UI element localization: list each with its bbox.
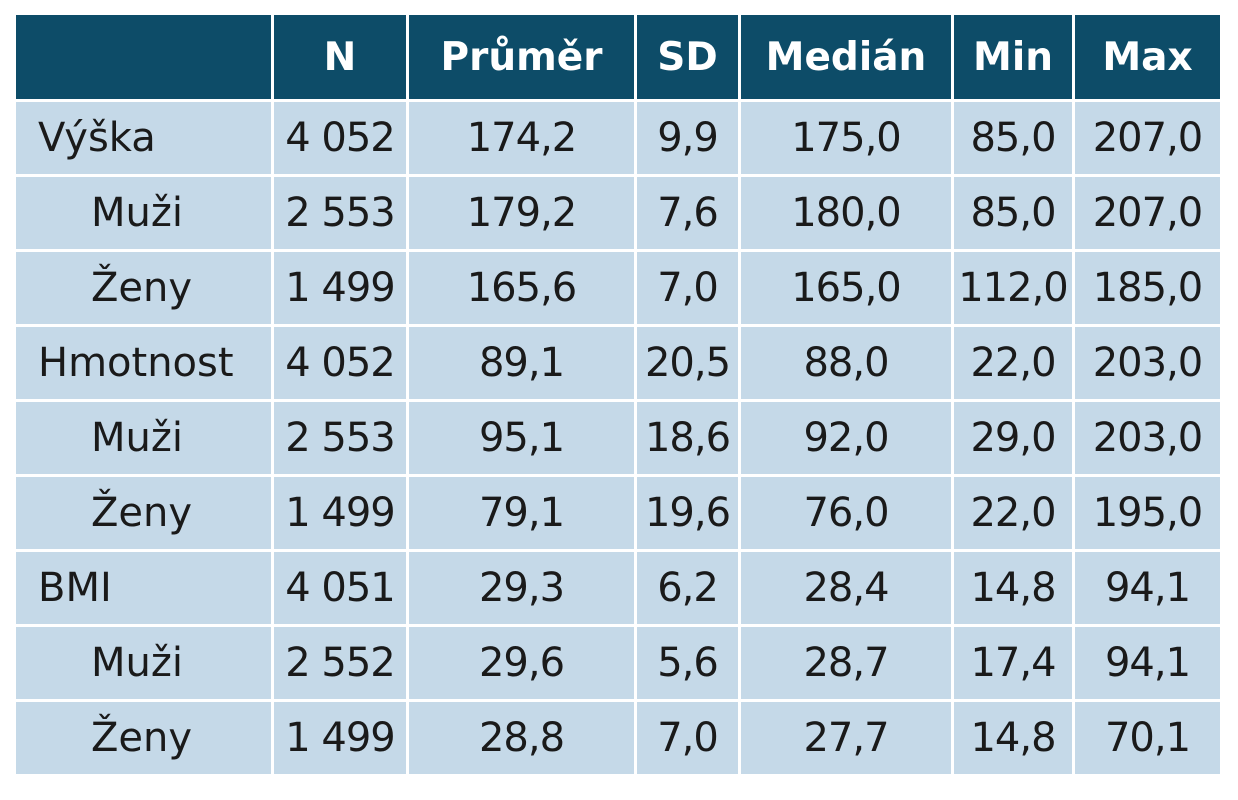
cell-min: 14,8: [954, 702, 1072, 774]
cell-n: 2 553: [274, 177, 406, 249]
header-cell-median: Medián: [741, 15, 951, 99]
row-label: Muži: [16, 402, 271, 474]
cell-n: 2 552: [274, 627, 406, 699]
cell-mean: 29,3: [409, 552, 634, 624]
row-label: BMI: [16, 552, 271, 624]
cell-sd: 19,6: [637, 477, 738, 549]
row-label: Ženy: [16, 702, 271, 774]
cell-median: 175,0: [741, 102, 951, 174]
row-label: Muži: [16, 177, 271, 249]
cell-n: 1 499: [274, 477, 406, 549]
row-label: Hmotnost: [16, 327, 271, 399]
cell-n: 1 499: [274, 702, 406, 774]
cell-mean: 95,1: [409, 402, 634, 474]
cell-sd: 9,9: [637, 102, 738, 174]
cell-n: 4 052: [274, 327, 406, 399]
table-body: Výška 4 052 174,2 9,9 175,0 85,0 207,0 Muži 2 55…: [16, 102, 1220, 774]
cell-min: 22,0: [954, 477, 1072, 549]
cell-mean: 179,2: [409, 177, 634, 249]
cell-max: 207,0: [1075, 177, 1220, 249]
header-cell-max: Max: [1075, 15, 1220, 99]
cell-n: 4 052: [274, 102, 406, 174]
header-cell-mean: Průměr: [409, 15, 634, 99]
row-label: Muži: [16, 627, 271, 699]
cell-mean: 28,8: [409, 702, 634, 774]
table-row: Hmotnost 4 052 89,1 20,5 88,0 22,0 203,0: [16, 327, 1220, 399]
table-row: Ženy 1 499 79,1 19,6 76,0 22,0 195,0: [16, 477, 1220, 549]
cell-mean: 174,2: [409, 102, 634, 174]
table-row: BMI 4 051 29,3 6,2 28,4 14,8 94,1: [16, 552, 1220, 624]
cell-median: 28,7: [741, 627, 951, 699]
cell-mean: 79,1: [409, 477, 634, 549]
table-row: Ženy 1 499 28,8 7,0 27,7 14,8 70,1: [16, 702, 1220, 774]
cell-max: 195,0: [1075, 477, 1220, 549]
table-row: Muži 2 553 179,2 7,6 180,0 85,0 207,0: [16, 177, 1220, 249]
cell-min: 29,0: [954, 402, 1072, 474]
cell-mean: 89,1: [409, 327, 634, 399]
cell-max: 203,0: [1075, 327, 1220, 399]
cell-n: 4 051: [274, 552, 406, 624]
row-label: Ženy: [16, 252, 271, 324]
table-row: Ženy 1 499 165,6 7,0 165,0 112,0 185,0: [16, 252, 1220, 324]
header-row: N Průměr SD Medián Min Max: [16, 15, 1220, 99]
cell-median: 28,4: [741, 552, 951, 624]
cell-mean: 29,6: [409, 627, 634, 699]
cell-min: 85,0: [954, 177, 1072, 249]
cell-median: 165,0: [741, 252, 951, 324]
cell-n: 2 553: [274, 402, 406, 474]
cell-max: 203,0: [1075, 402, 1220, 474]
table-row: Muži 2 553 95,1 18,6 92,0 29,0 203,0: [16, 402, 1220, 474]
cell-min: 85,0: [954, 102, 1072, 174]
header-cell-min: Min: [954, 15, 1072, 99]
header-cell-n: N: [274, 15, 406, 99]
cell-sd: 7,0: [637, 702, 738, 774]
table-row: Výška 4 052 174,2 9,9 175,0 85,0 207,0: [16, 102, 1220, 174]
table-header: N Průměr SD Medián Min Max: [16, 15, 1220, 99]
table-row: Muži 2 552 29,6 5,6 28,7 17,4 94,1: [16, 627, 1220, 699]
cell-median: 180,0: [741, 177, 951, 249]
row-label: Výška: [16, 102, 271, 174]
cell-min: 14,8: [954, 552, 1072, 624]
header-cell-sd: SD: [637, 15, 738, 99]
cell-median: 88,0: [741, 327, 951, 399]
cell-max: 185,0: [1075, 252, 1220, 324]
cell-max: 94,1: [1075, 627, 1220, 699]
cell-max: 207,0: [1075, 102, 1220, 174]
cell-max: 94,1: [1075, 552, 1220, 624]
cell-sd: 18,6: [637, 402, 738, 474]
cell-median: 76,0: [741, 477, 951, 549]
cell-min: 22,0: [954, 327, 1072, 399]
cell-sd: 6,2: [637, 552, 738, 624]
cell-median: 92,0: [741, 402, 951, 474]
cell-median: 27,7: [741, 702, 951, 774]
statistics-table: N Průměr SD Medián Min Max Výška 4 052 174…: [13, 12, 1223, 777]
cell-mean: 165,6: [409, 252, 634, 324]
cell-sd: 5,6: [637, 627, 738, 699]
row-label: Ženy: [16, 477, 271, 549]
cell-n: 1 499: [274, 252, 406, 324]
header-cell-empty: [16, 15, 271, 99]
cell-sd: 20,5: [637, 327, 738, 399]
cell-max: 70,1: [1075, 702, 1220, 774]
cell-min: 17,4: [954, 627, 1072, 699]
cell-sd: 7,0: [637, 252, 738, 324]
cell-sd: 7,6: [637, 177, 738, 249]
cell-min: 112,0: [954, 252, 1072, 324]
